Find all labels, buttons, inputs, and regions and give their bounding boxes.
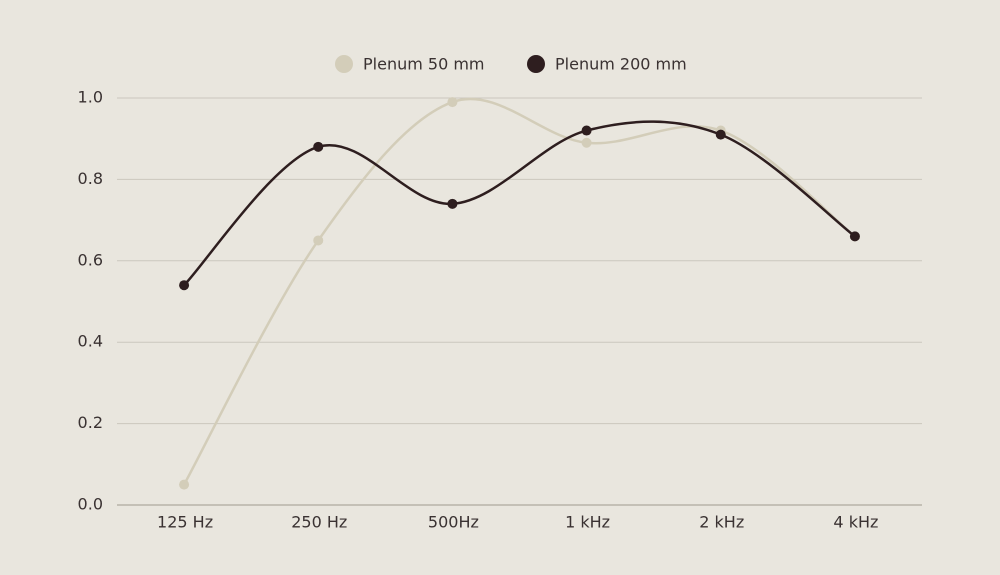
data-point [581,137,592,148]
y-tick-label: 1.0 [78,88,103,107]
y-tick-label: 0.6 [78,250,103,269]
series-line [183,120,856,287]
data-point [581,125,592,136]
legend-label: Plenum 200 mm [555,55,687,74]
data-point [447,198,458,209]
data-point [313,235,324,246]
data-point [715,129,726,140]
series-line [182,97,856,486]
legend-marker [527,55,545,73]
x-tick-label: 250 Hz [291,513,347,532]
data-point [179,280,190,291]
legend-label: Plenum 50 mm [363,55,485,74]
data-point [849,231,860,242]
data-point [447,97,458,108]
legend-marker [335,55,353,73]
data-point [179,479,190,490]
x-tick-label: 500Hz [428,513,479,532]
y-tick-label: 0.4 [78,332,103,351]
y-tick-label: 0.2 [78,413,103,432]
x-tick-label: 4 kHz [833,513,878,532]
x-tick-label: 1 kHz [565,513,610,532]
x-tick-label: 125 Hz [157,513,213,532]
data-point [313,141,324,152]
y-tick-label: 0.8 [78,169,103,188]
y-tick-label: 0.0 [78,495,103,514]
x-tick-label: 2 kHz [699,513,744,532]
